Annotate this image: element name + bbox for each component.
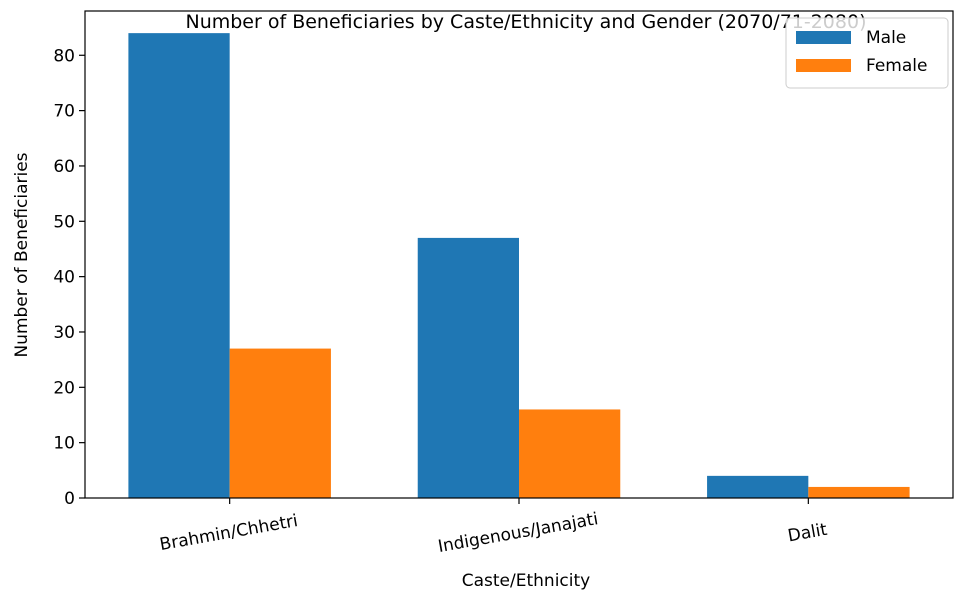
y-axis: 0 10 20 30 40 50 60 70 80: [53, 46, 85, 509]
legend-label-male: Male: [866, 28, 906, 48]
x-axis: Brahmin/Chhetri Indigenous/Janajati Dalit: [158, 498, 829, 557]
y-tick-label: 30: [53, 323, 75, 343]
x-tick-label: Brahmin/Chhetri: [158, 511, 299, 555]
legend-label-female: Female: [866, 56, 927, 76]
y-tick-label: 10: [53, 434, 75, 454]
y-tick-label: 40: [53, 268, 75, 288]
legend-swatch-male: [796, 31, 851, 44]
x-tick-label: Dalit: [786, 520, 829, 547]
y-tick-label: 80: [53, 46, 75, 66]
bar-female-1: [229, 348, 331, 498]
y-tick-label: 70: [53, 102, 75, 122]
bar-female-2: [519, 409, 621, 498]
y-tick-label: 60: [53, 157, 75, 177]
y-axis-label: Number of Beneficiaries: [12, 152, 32, 357]
x-tick-label: Indigenous/Janajati: [437, 509, 600, 557]
legend: Male Female: [785, 17, 949, 89]
chart-title: Number of Beneficiaries by Caste/Ethnici…: [185, 11, 866, 33]
y-tick-label: 50: [53, 212, 75, 232]
y-tick-label: 20: [53, 378, 75, 398]
bar-female-3: [808, 486, 910, 498]
legend-swatch-female: [796, 59, 851, 72]
x-axis-label: Caste/Ethnicity: [462, 571, 590, 591]
bar-male-1: [128, 33, 230, 499]
plot-area: [84, 10, 954, 499]
bar-male-2: [417, 237, 519, 499]
y-tick-label: 0: [64, 489, 75, 509]
bar-male-3: [707, 475, 809, 498]
